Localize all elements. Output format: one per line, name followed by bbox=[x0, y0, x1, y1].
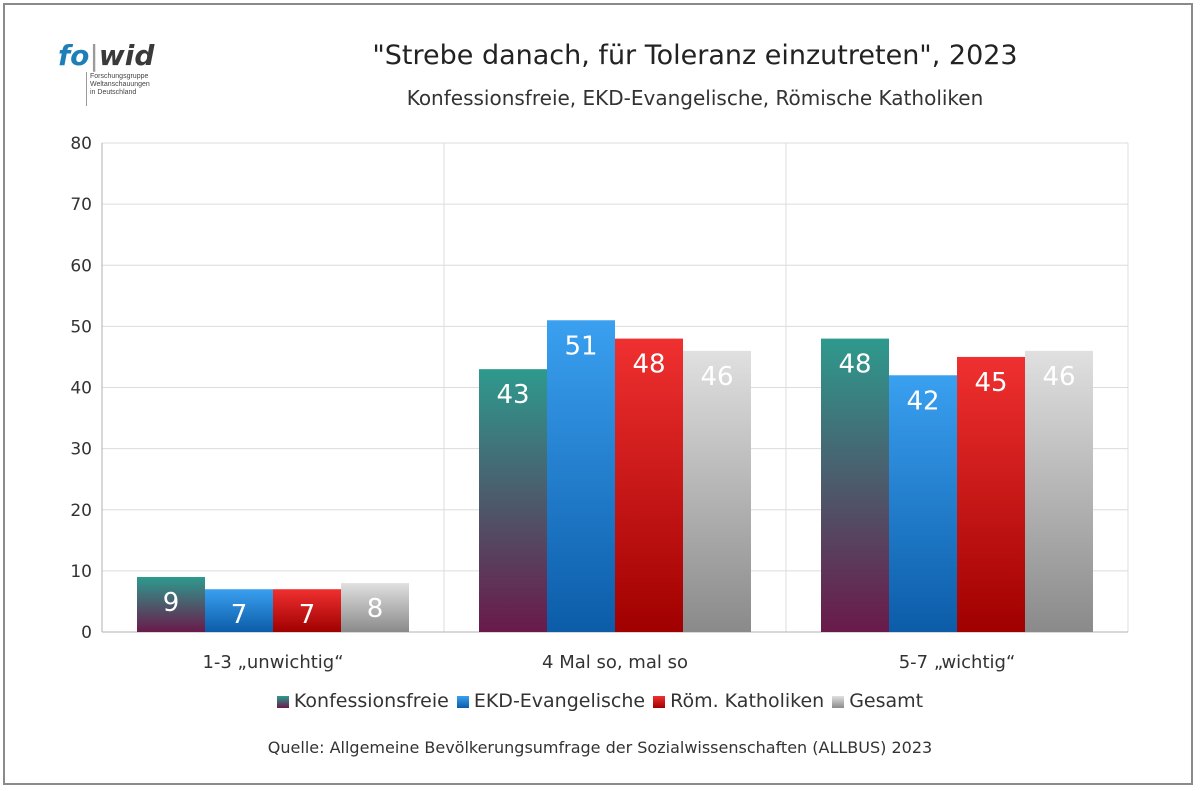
bar bbox=[1025, 350, 1093, 632]
data-label: 43 bbox=[496, 380, 529, 410]
y-tick-label: 0 bbox=[81, 623, 92, 643]
legend-item: Röm. Katholiken bbox=[653, 690, 824, 712]
data-label: 46 bbox=[700, 362, 733, 392]
logo-wordmark: fo|wid bbox=[58, 40, 154, 72]
data-label: 51 bbox=[564, 331, 597, 361]
bar bbox=[615, 338, 683, 632]
data-label: 42 bbox=[906, 386, 939, 416]
bar bbox=[683, 350, 751, 632]
legend-swatch bbox=[832, 696, 845, 708]
bar bbox=[889, 375, 957, 632]
bar bbox=[205, 589, 273, 632]
data-label: 7 bbox=[299, 600, 316, 630]
source-note: Quelle: Allgemeine Bevölkerungsumfrage d… bbox=[267, 738, 933, 757]
logo-wid: wid bbox=[98, 39, 155, 72]
logo-sub-line-2: Weltanschauungen bbox=[90, 81, 150, 88]
data-label: 45 bbox=[974, 368, 1007, 398]
bar bbox=[821, 338, 889, 632]
data-label: 7 bbox=[231, 600, 248, 630]
bar bbox=[479, 369, 547, 632]
logo-sub-line-3: in Deutschland bbox=[90, 89, 137, 96]
x-tick-label: 4 Mal so, mal so bbox=[542, 652, 688, 673]
chart-legend: Konfessionsfreie EKD-Evangelische Röm. Kat… bbox=[0, 690, 1200, 712]
chart-subtitle: Konfessionsfreie, EKD-Evangelische, Römi… bbox=[406, 86, 984, 110]
data-label: 8 bbox=[367, 594, 384, 624]
legend-swatch bbox=[653, 696, 666, 708]
y-tick-label: 50 bbox=[70, 317, 92, 337]
bar bbox=[273, 589, 341, 632]
bar bbox=[137, 576, 205, 632]
fowid-logo: fo|wid Forschungsgruppe Weltanschauungen… bbox=[58, 40, 178, 110]
legend-item: Gesamt bbox=[832, 690, 923, 712]
legend-label: Röm. Katholiken bbox=[670, 690, 825, 712]
y-tick-label: 20 bbox=[70, 501, 92, 521]
bar bbox=[341, 583, 409, 632]
data-label: 48 bbox=[632, 350, 665, 380]
legend-swatch bbox=[276, 696, 289, 708]
y-tick-label: 80 bbox=[70, 134, 92, 154]
legend-label: Konfessionsfreie bbox=[293, 690, 449, 712]
data-label: 48 bbox=[838, 350, 871, 380]
logo-separator: | bbox=[89, 39, 99, 72]
bar bbox=[547, 320, 615, 632]
y-tick-label: 10 bbox=[70, 562, 92, 582]
logo-sub-line-1: Forschungsgruppe bbox=[90, 73, 149, 80]
data-label: 46 bbox=[1042, 362, 1075, 392]
data-label: 9 bbox=[163, 588, 180, 618]
logo-rule bbox=[86, 72, 87, 106]
bar bbox=[957, 356, 1025, 632]
y-tick-label: 60 bbox=[70, 256, 92, 276]
y-tick-label: 30 bbox=[70, 440, 92, 460]
logo-subtitle: Forschungsgruppe Weltanschauungen in Deu… bbox=[90, 73, 150, 97]
legend-item: EKD-Evangelische bbox=[456, 690, 646, 712]
chart-title: "Strebe danach, für Toleranz einzutreten… bbox=[372, 40, 1018, 71]
legend-swatch bbox=[456, 696, 469, 708]
y-tick-label: 70 bbox=[70, 195, 92, 215]
logo-fo: fo bbox=[58, 39, 90, 72]
legend-label: EKD-Evangelische bbox=[473, 690, 646, 712]
x-tick-label: 5-7 „wichtig“ bbox=[899, 652, 1016, 673]
legend-label: Gesamt bbox=[849, 690, 924, 712]
y-tick-label: 40 bbox=[70, 379, 92, 399]
x-tick-label: 1-3 „unwichtig“ bbox=[202, 652, 343, 673]
legend-item: Konfessionsfreie bbox=[276, 690, 449, 712]
